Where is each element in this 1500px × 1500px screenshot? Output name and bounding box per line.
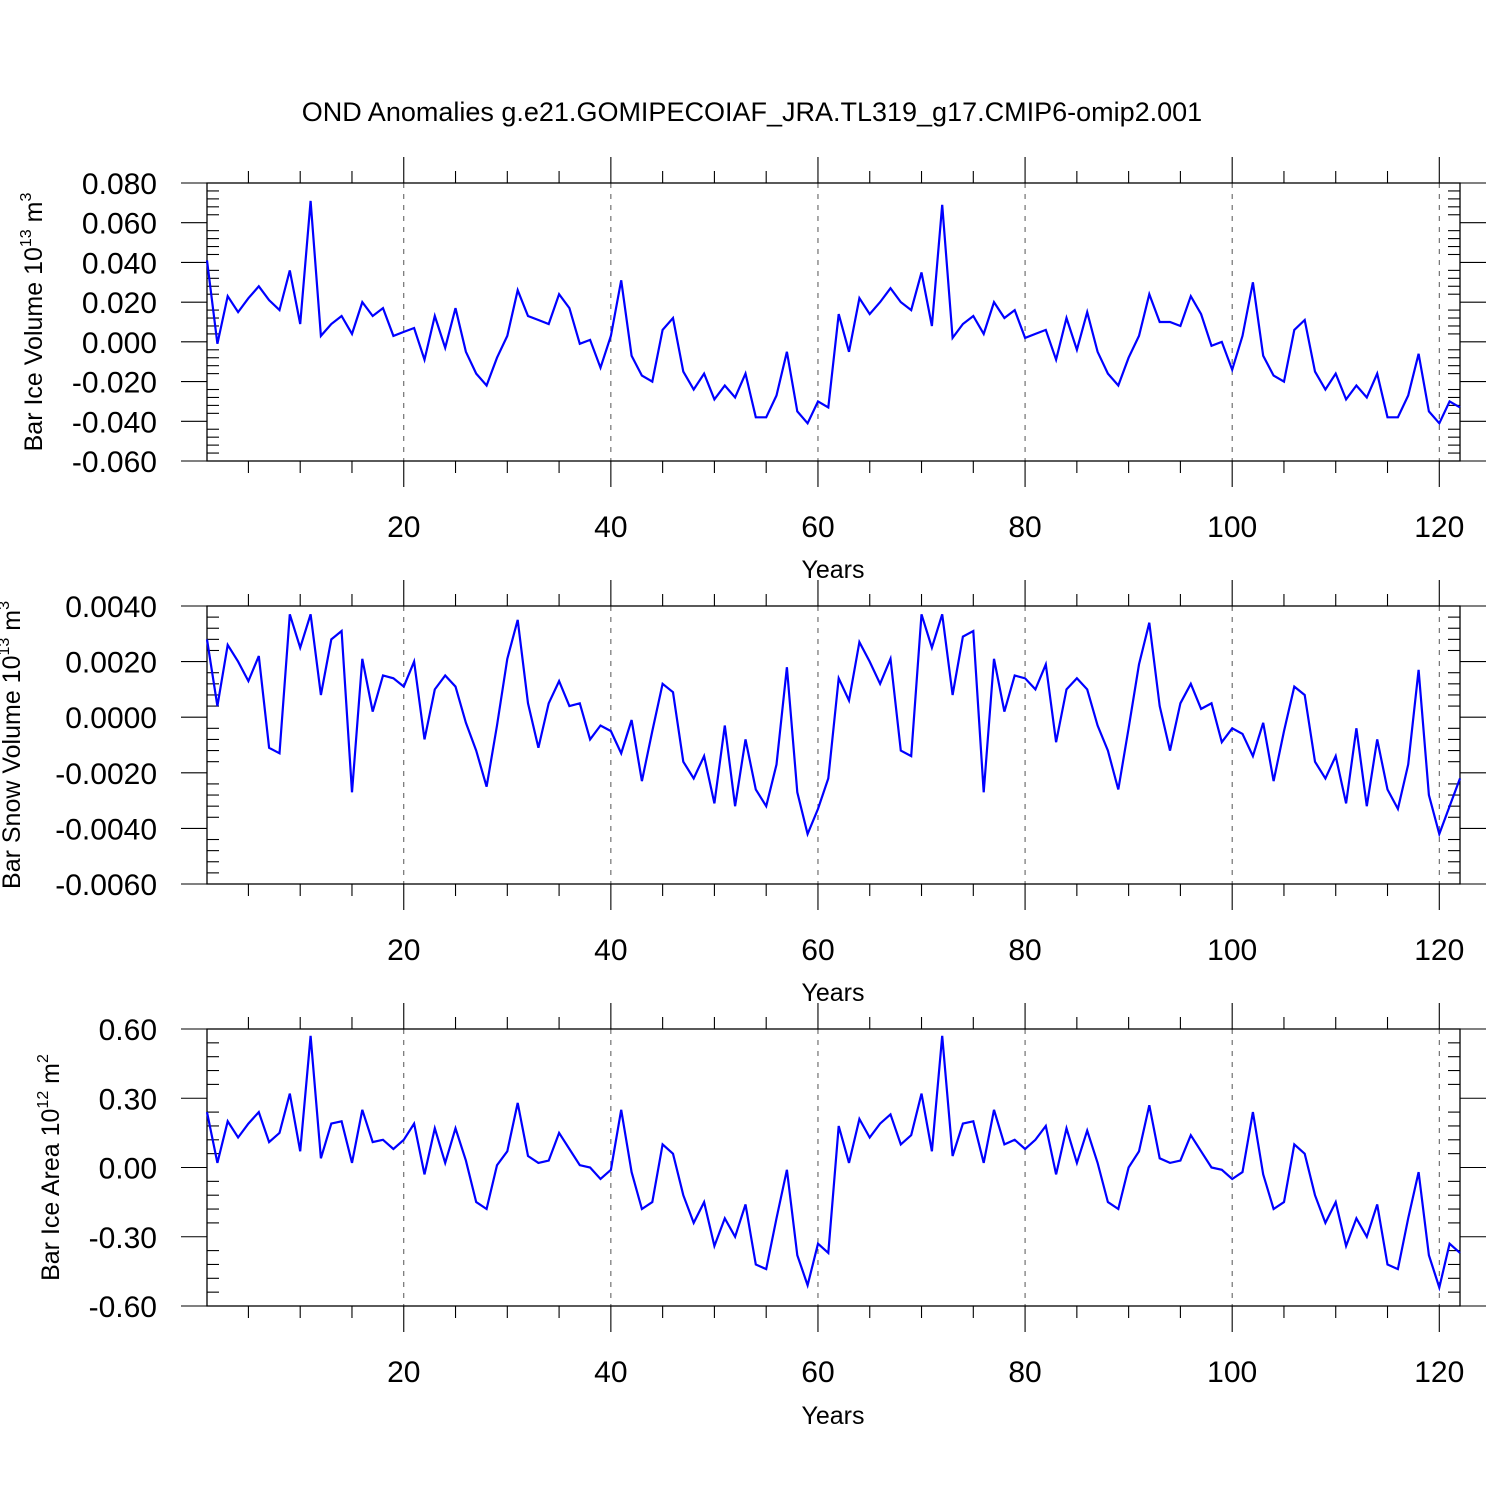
y-tick-label: 0.040 bbox=[82, 247, 157, 280]
y-axis-title: Bar Ice Area 1012 m2 bbox=[35, 1054, 65, 1281]
x-tick-label: 80 bbox=[1008, 934, 1041, 967]
series-line bbox=[205, 200, 1461, 426]
x-tick-label: 120 bbox=[1414, 934, 1464, 967]
series-line bbox=[205, 613, 1462, 838]
panel-3: -0.60 -0.30 0.00 0.30 0.60 20 40 60 80 100 120 Year… bbox=[35, 1003, 1486, 1430]
y-tick-label: -0.020 bbox=[72, 367, 157, 400]
x-axis-title: Years bbox=[801, 979, 864, 1007]
x-axis-title: Years bbox=[801, 1402, 864, 1430]
y-tick-label: 0.30 bbox=[99, 1083, 157, 1116]
panel-1: -0.060 -0.040 -0.020 0.000 0.020 0.040 0.060 0.… bbox=[18, 157, 1486, 584]
chart-panels: -0.060 -0.040 -0.020 0.000 0.020 0.040 0.060 0.… bbox=[0, 157, 1486, 1430]
x-tick-label: 20 bbox=[387, 934, 420, 967]
y-tick-label: 0.0000 bbox=[65, 702, 157, 735]
chart-title: OND Anomalies g.e21.GOMIPECOIAF_JRA.TL31… bbox=[302, 97, 1202, 127]
y-tick-label: 0.060 bbox=[82, 208, 157, 241]
panel-2: -0.0060 -0.0040 -0.0020 0.0000 0.0020 0.0040 2… bbox=[0, 580, 1486, 1007]
y-tick-label: -0.0040 bbox=[55, 813, 157, 846]
y-tick-label: 0.00 bbox=[99, 1153, 157, 1186]
x-tick-label: 60 bbox=[801, 1356, 834, 1389]
x-tick-label: 100 bbox=[1207, 1356, 1257, 1389]
x-tick-label: 80 bbox=[1008, 511, 1041, 544]
y-axis-title: Bar Snow Volume 1013 m3 bbox=[0, 601, 26, 889]
x-tick-label: 40 bbox=[594, 1356, 627, 1389]
plot-frame bbox=[206, 182, 1461, 462]
y-tick-label: -0.060 bbox=[72, 446, 157, 479]
y-tick-label: -0.60 bbox=[89, 1291, 157, 1324]
x-tick-label: 120 bbox=[1414, 511, 1464, 544]
x-axis-title: Years bbox=[801, 556, 864, 584]
series-line bbox=[205, 1035, 1461, 1292]
y-tick-label: -0.30 bbox=[89, 1222, 157, 1255]
y-tick-label: 0.60 bbox=[99, 1014, 157, 1047]
x-tick-label: 40 bbox=[594, 511, 627, 544]
plot-frame bbox=[206, 605, 1461, 885]
y-tick-label: 0.020 bbox=[82, 287, 157, 320]
y-tick-label: -0.0020 bbox=[55, 758, 157, 791]
x-tick-label: 60 bbox=[801, 511, 834, 544]
x-tick-label: 120 bbox=[1414, 1356, 1464, 1389]
plot-frame bbox=[206, 1028, 1461, 1307]
x-tick-label: 20 bbox=[387, 1356, 420, 1389]
y-tick-label: 0.080 bbox=[82, 168, 157, 201]
y-tick-label: 0.0020 bbox=[65, 647, 157, 680]
y-axis-title: Bar Ice Volume 1013 m3 bbox=[18, 193, 48, 452]
x-tick-label: 60 bbox=[801, 934, 834, 967]
y-tick-label: 0.000 bbox=[82, 327, 157, 360]
x-tick-label: 100 bbox=[1207, 934, 1257, 967]
y-tick-label: -0.0060 bbox=[55, 869, 157, 902]
x-tick-label: 80 bbox=[1008, 1356, 1041, 1389]
y-tick-label: 0.0040 bbox=[65, 591, 157, 624]
x-tick-label: 40 bbox=[594, 934, 627, 967]
x-tick-label: 20 bbox=[387, 511, 420, 544]
x-tick-label: 100 bbox=[1207, 511, 1257, 544]
y-tick-label: -0.040 bbox=[72, 406, 157, 439]
